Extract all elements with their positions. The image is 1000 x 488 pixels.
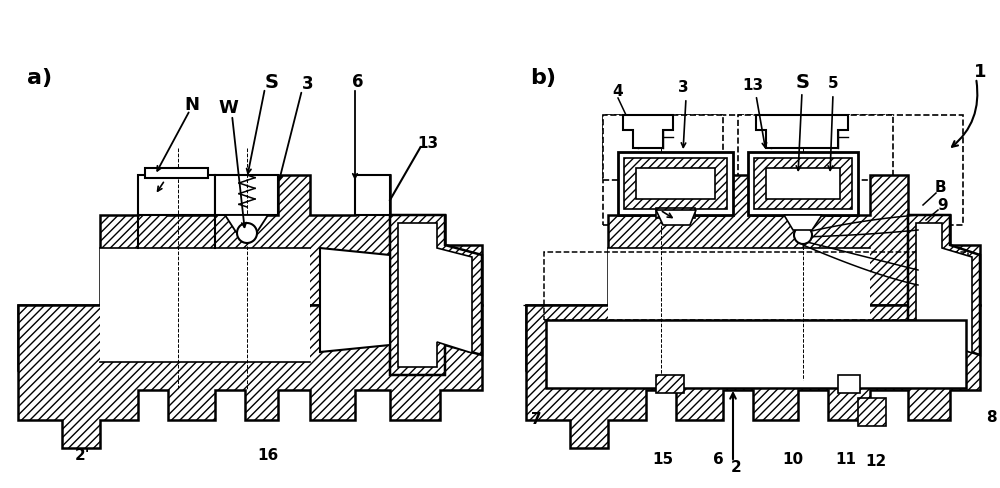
- Bar: [138, 175, 215, 215]
- Bar: [754, 158, 852, 209]
- Text: 16: 16: [257, 447, 279, 463]
- Polygon shape: [916, 223, 972, 367]
- Text: N: N: [184, 96, 200, 114]
- Polygon shape: [784, 215, 822, 230]
- Bar: [618, 152, 733, 215]
- Text: 6: 6: [352, 73, 364, 91]
- Circle shape: [794, 226, 812, 244]
- Polygon shape: [608, 248, 870, 362]
- Polygon shape: [908, 215, 980, 375]
- Polygon shape: [398, 223, 472, 367]
- Text: 13: 13: [417, 136, 439, 150]
- Text: 3: 3: [302, 75, 314, 93]
- Bar: [766, 168, 840, 199]
- Polygon shape: [18, 305, 482, 448]
- Circle shape: [237, 223, 257, 243]
- Bar: [145, 168, 208, 178]
- Polygon shape: [225, 215, 268, 232]
- Text: 2': 2': [74, 447, 90, 463]
- Text: B: B: [934, 181, 946, 196]
- Bar: [603, 115, 963, 225]
- Text: 11: 11: [836, 452, 856, 468]
- Text: a): a): [27, 68, 53, 88]
- Polygon shape: [756, 115, 848, 148]
- Polygon shape: [320, 248, 390, 352]
- Text: 9: 9: [938, 198, 948, 212]
- Text: 2: 2: [731, 461, 741, 475]
- Text: 7: 7: [531, 412, 541, 427]
- Text: 6: 6: [713, 452, 723, 468]
- Text: 5: 5: [828, 77, 838, 92]
- Text: S: S: [265, 73, 279, 92]
- Polygon shape: [656, 210, 696, 225]
- Text: 10: 10: [782, 452, 804, 468]
- Bar: [603, 115, 723, 180]
- Text: 8: 8: [986, 410, 997, 426]
- Bar: [656, 375, 684, 393]
- Text: 12: 12: [865, 454, 887, 469]
- Polygon shape: [526, 175, 980, 370]
- Text: 13: 13: [742, 78, 764, 93]
- Polygon shape: [100, 248, 310, 362]
- Polygon shape: [623, 115, 673, 148]
- Text: b): b): [530, 68, 556, 88]
- Text: W: W: [218, 99, 238, 117]
- Bar: [838, 375, 860, 393]
- Bar: [544, 252, 968, 320]
- Polygon shape: [390, 215, 482, 375]
- Text: 4: 4: [613, 84, 623, 100]
- Text: 1: 1: [974, 63, 986, 81]
- Bar: [636, 168, 715, 199]
- Bar: [858, 398, 886, 426]
- Polygon shape: [526, 305, 980, 448]
- Bar: [656, 208, 695, 218]
- Bar: [546, 320, 966, 388]
- Bar: [748, 152, 858, 215]
- Bar: [624, 158, 727, 209]
- Polygon shape: [18, 175, 482, 370]
- Text: 15: 15: [652, 452, 674, 468]
- Text: 3: 3: [678, 81, 688, 96]
- Bar: [355, 175, 390, 215]
- Bar: [738, 115, 893, 180]
- Text: S: S: [796, 73, 810, 92]
- Bar: [215, 175, 278, 215]
